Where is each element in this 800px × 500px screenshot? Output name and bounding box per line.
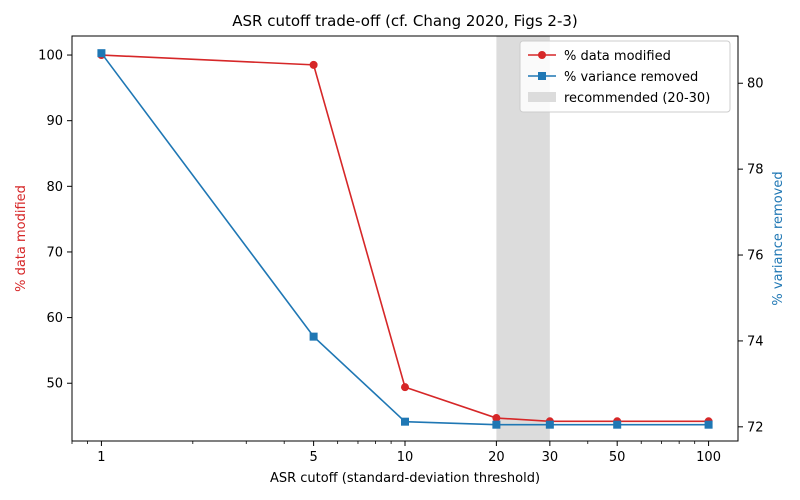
x-tick-label: 1 <box>97 450 105 465</box>
point-variance-removed <box>309 332 318 341</box>
legend-marker-data-modified <box>538 51 546 59</box>
point-variance-removed <box>545 420 554 429</box>
point-data-modified <box>401 383 409 392</box>
x-tick-label: 30 <box>542 450 559 465</box>
legend-label-data-modified: % data modified <box>564 49 671 64</box>
y-right-tick-label: 74 <box>747 334 764 349</box>
y-left-tick-label: 90 <box>46 114 63 129</box>
x-axis-title: ASR cutoff (standard-deviation threshold… <box>270 471 540 486</box>
x-tick-label: 20 <box>488 450 505 465</box>
point-variance-removed <box>492 420 501 429</box>
legend-box <box>519 40 731 113</box>
y-left-tick-label: 80 <box>46 180 63 195</box>
point-variance-removed <box>401 417 409 426</box>
legend-swatch-recommended <box>528 92 556 102</box>
y-right-tick-label: 80 <box>747 77 764 92</box>
point-variance-removed <box>704 420 713 429</box>
y-left-tick-label: 100 <box>38 49 63 64</box>
y-right-tick-label: 72 <box>747 420 764 435</box>
y-left-tick-label: 70 <box>46 245 63 260</box>
series-layer <box>97 49 713 429</box>
axis-layer: 1 5 10 20 30 50 100 50 60 70 80 90 100 72 74 76 78 80 <box>38 49 763 465</box>
y-axis-title-right: % variance removed <box>771 171 786 305</box>
x-tick-label: 100 <box>696 450 721 465</box>
y-right-tick-label: 76 <box>747 249 764 264</box>
y-right-tick-label: 78 <box>747 163 764 178</box>
chart-title: ASR cutoff trade-off (cf. Chang 2020, Fi… <box>232 12 578 30</box>
y-axis-title-left: % data modified <box>14 185 29 292</box>
point-data-modified <box>492 414 501 423</box>
point-variance-removed <box>613 420 622 429</box>
y-left-tick-label: 60 <box>46 311 63 326</box>
x-tick-label: 10 <box>397 450 414 465</box>
y-left-tick-label: 50 <box>46 377 63 392</box>
x-tick-label: 5 <box>309 450 317 465</box>
legend: % data modified % variance removed recom… <box>519 40 731 113</box>
legend-label-recommended: recommended (20-30) <box>564 91 710 106</box>
point-variance-removed <box>97 49 106 58</box>
legend-marker-variance-removed <box>538 72 546 80</box>
point-data-modified <box>309 60 318 69</box>
legend-label-variance-removed: % variance removed <box>564 70 698 85</box>
x-tick-label: 50 <box>609 450 626 465</box>
